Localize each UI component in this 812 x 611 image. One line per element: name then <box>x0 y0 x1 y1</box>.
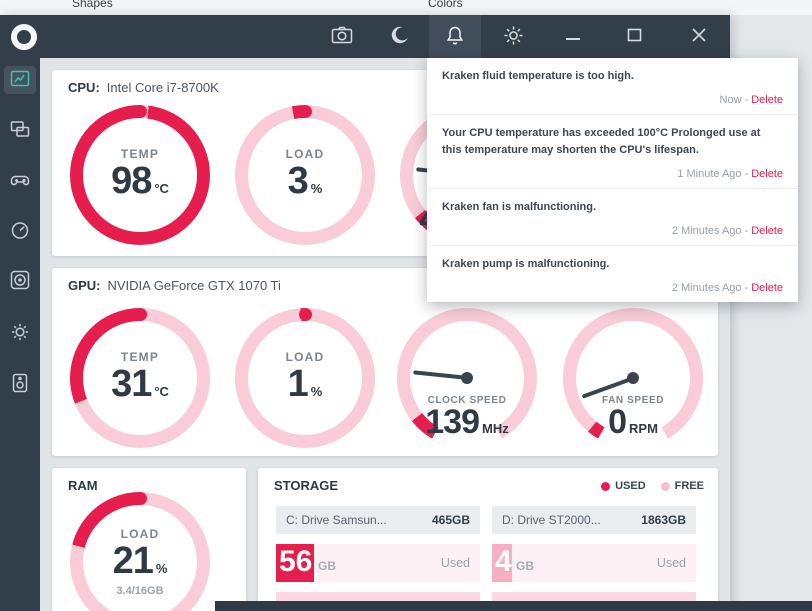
gpu-model: NVIDIA GeForce GTX 1070 Ti <box>107 278 281 293</box>
background-app-toolbar: Shapes Colors <box>0 0 812 15</box>
close-icon <box>692 28 706 45</box>
delete-link[interactable]: Delete <box>751 282 783 295</box>
notification-item: Your CPU temperature has exceeded 100°C … <box>427 115 798 190</box>
notification-meta: 2 Minutes Ago - Delete <box>671 225 783 238</box>
dark-mode-button[interactable] <box>371 15 429 58</box>
gpu-clock-gauge: CLOCK SPEED 139 MHz <box>397 308 537 448</box>
notification-item: Kraken fluid temperature is too high. No… <box>427 58 798 116</box>
drive-d-used-bar: 4 GB Used <box>492 544 696 582</box>
ring-cap <box>133 308 147 321</box>
fan-icon <box>10 270 30 293</box>
maximize-icon <box>627 28 642 45</box>
delete-link[interactable]: Delete <box>751 94 783 107</box>
sidebar-item-case[interactable] <box>0 368 40 400</box>
bell-icon <box>445 25 465 49</box>
ram-load-value: 21 <box>112 540 154 583</box>
sidebar-item-performance[interactable] <box>0 215 40 247</box>
legend-used: USED <box>601 480 646 492</box>
storage-title: STORAGE <box>274 478 339 493</box>
storage-legend: USED FREE <box>601 480 704 492</box>
notifications-panel: Kraken fluid temperature is too high. No… <box>427 58 798 303</box>
notifications-button[interactable] <box>429 15 481 58</box>
notification-item: Kraken pump is malfunctioning. 2 Minutes… <box>442 258 783 295</box>
sidebar-item-lighting[interactable] <box>0 317 40 349</box>
gpu-title: GPU: NVIDIA GeForce GTX 1070 Ti <box>68 278 281 293</box>
displays-icon <box>10 119 30 142</box>
needle-hub <box>627 372 639 384</box>
cpu-title: CPU: Intel Core i7-8700K <box>68 80 219 95</box>
used-dot-icon <box>601 481 611 491</box>
settings-button[interactable] <box>481 15 545 58</box>
gpu-temp-gauge: TEMP 31 °C <box>70 308 210 448</box>
ram-usage-detail: 3.4/16GB <box>116 584 164 597</box>
notification-item: Kraken fan is malfunctioning. 2 Minutes … <box>427 189 798 247</box>
minimize-button[interactable] <box>545 15 601 58</box>
ring-cap <box>133 492 147 505</box>
cpu-load-gauge: LOAD 3% <box>235 105 375 245</box>
storage-card: STORAGE USED FREE C: Drive Samsun... 465… <box>258 468 718 611</box>
sidebar-item-monitoring[interactable] <box>4 66 36 94</box>
notification-meta: Now - Delete <box>719 94 783 107</box>
ram-title: RAM <box>68 478 98 493</box>
background-colors-label: Colors <box>428 0 463 10</box>
drive-c-used-value: 56 <box>279 545 313 578</box>
drive-c-header[interactable]: C: Drive Samsun... 465GB <box>276 506 480 534</box>
gpu-card: GPU: NVIDIA GeForce GTX 1070 Ti TEMP 31 °C <box>52 268 718 456</box>
cam-window: CPU: Intel Core i7-8700K TEMP 98 °C LOAD <box>0 15 730 611</box>
ring-cap <box>298 105 312 118</box>
delete-link[interactable]: Delete <box>751 225 783 238</box>
drive-d-used-value: 4 <box>495 545 512 578</box>
drive-d-column: D: Drive ST2000... 1863GB 4 GB Used <box>492 506 696 607</box>
free-dot-icon <box>660 481 670 491</box>
drive-c-used-fill <box>276 544 314 582</box>
cpu-temp-gauge: TEMP 98 °C <box>70 105 210 245</box>
drive-c-used-bar: 56 GB Used <box>276 544 480 582</box>
cpu-temp-value: 98 <box>111 160 152 203</box>
moon-icon <box>390 25 410 48</box>
sidebar-item-pc-specs[interactable] <box>0 114 40 146</box>
ram-load-gauge: LOAD 21% 3.4/16GB <box>70 492 210 611</box>
pc-case-icon <box>10 373 30 396</box>
gpu-fan-value: 0 <box>608 403 627 441</box>
camera-icon <box>331 25 353 48</box>
background-window-edge <box>215 601 812 611</box>
background-shapes-label: Shapes <box>72 0 113 10</box>
game-controller-icon <box>10 170 30 193</box>
drive-d-used-fill <box>492 544 512 582</box>
sidebar <box>0 58 40 611</box>
speedometer-icon <box>10 220 30 243</box>
gpu-load-gauge: LOAD 1% <box>235 308 375 448</box>
close-button[interactable] <box>668 15 730 58</box>
sidebar-item-games[interactable] <box>0 165 40 197</box>
gpu-temp-value: 31 <box>111 363 152 406</box>
cpu-load-value: 3 <box>287 160 309 203</box>
ram-card: RAM LOAD 21% 3.4/16GB <box>52 468 246 611</box>
gpu-clock-value: 139 <box>425 403 480 441</box>
notification-meta: 1 Minute Ago - Delete <box>677 168 783 181</box>
gpu-fan-gauge: FAN SPEED 0 RPM <box>563 308 703 448</box>
maximize-button[interactable] <box>601 15 668 58</box>
legend-free: FREE <box>660 480 704 492</box>
needle-hub <box>461 372 473 384</box>
notification-meta: 2 Minutes Ago - Delete <box>671 282 783 295</box>
monitoring-chart-icon <box>10 69 30 92</box>
main-area: CPU: Intel Core i7-8700K TEMP 98 °C LOAD <box>40 58 730 611</box>
screenshot-button[interactable] <box>313 15 371 58</box>
ring-cap <box>133 105 147 118</box>
titlebar <box>0 15 730 58</box>
delete-link[interactable]: Delete <box>751 168 783 181</box>
gear-icon <box>503 25 524 49</box>
ring-cap <box>298 308 312 321</box>
nzxt-cam-logo-icon <box>11 23 37 50</box>
drive-d-header[interactable]: D: Drive ST2000... 1863GB <box>492 506 696 534</box>
sun-icon <box>10 322 30 345</box>
minimize-icon <box>565 29 581 44</box>
drive-c-column: C: Drive Samsun... 465GB 56 GB Used <box>276 506 480 607</box>
gpu-load-value: 1 <box>287 363 309 406</box>
sidebar-item-cooling[interactable] <box>0 265 40 297</box>
cpu-model: Intel Core i7-8700K <box>106 80 219 95</box>
